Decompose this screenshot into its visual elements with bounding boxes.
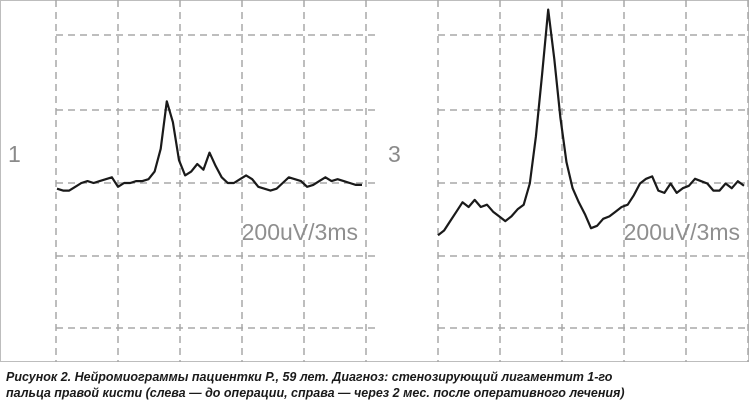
trace-line-panel-1 xyxy=(56,100,362,192)
scale-label-panel-1: 200uV/3ms xyxy=(242,219,358,245)
figure-caption: Рисунок 2. Нейромиограммы пациентки Р., … xyxy=(6,369,744,401)
scale-label-panel-3: 200uV/3ms xyxy=(624,219,740,245)
caption-line-2: пальца правой кисти (слева — до операции… xyxy=(6,386,625,400)
panel-label-3: 3 xyxy=(388,141,401,167)
panel-label-1: 1 xyxy=(8,141,21,167)
neuromyogram-figure: 1 200uV/3ms 3 200uV/3ms xyxy=(0,0,749,362)
caption-line-1: Рисунок 2. Нейромиограммы пациентки Р., … xyxy=(6,370,613,384)
figure-frame xyxy=(0,0,749,362)
trace-line-panel-3 xyxy=(437,8,745,237)
